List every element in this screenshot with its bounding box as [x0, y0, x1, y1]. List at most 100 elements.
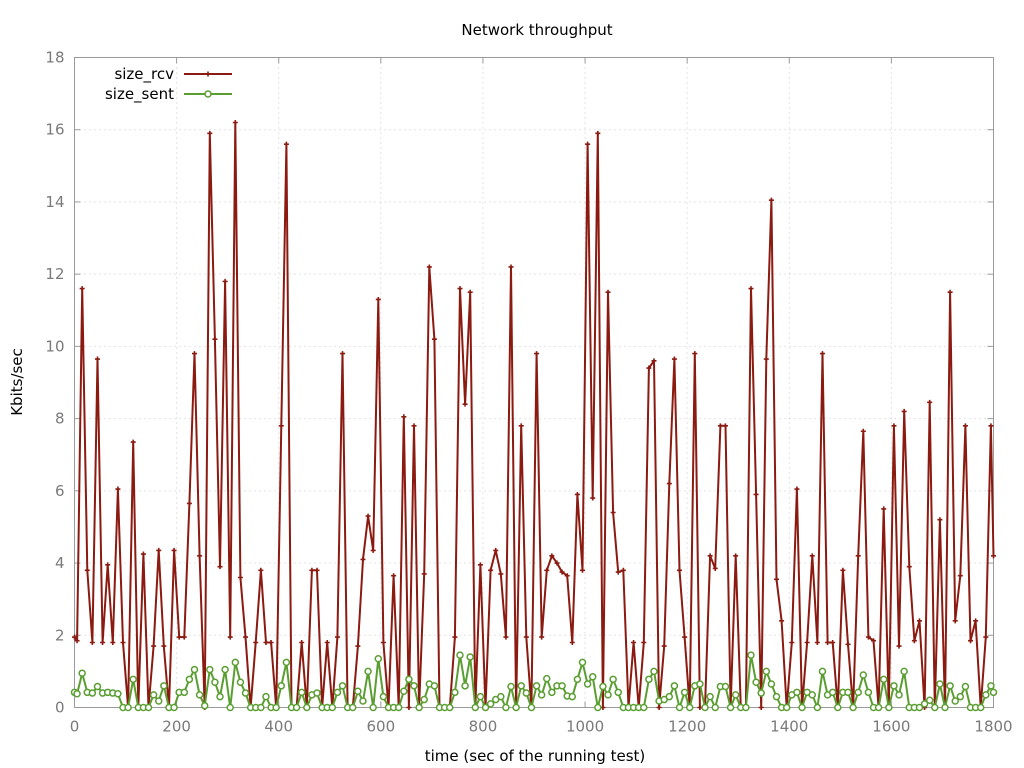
data-point-size-sent	[876, 705, 882, 711]
data-point-size-sent	[294, 705, 300, 711]
data-point-size-sent	[334, 689, 340, 695]
data-point-size-sent	[881, 676, 887, 682]
data-point-size-sent	[518, 683, 524, 689]
data-point-size-sent	[947, 683, 953, 689]
data-point-size-rcv	[748, 286, 753, 291]
data-point-size-sent	[682, 689, 688, 695]
data-point-size-sent	[590, 674, 596, 680]
data-point-size-rcv	[764, 357, 769, 362]
data-point-size-sent	[146, 705, 152, 711]
data-point-size-rcv	[912, 638, 917, 643]
data-point-size-sent	[304, 705, 310, 711]
data-point-size-sent	[207, 667, 213, 673]
data-point-size-rcv	[177, 635, 182, 640]
legend-marker-size-rcv	[206, 72, 211, 77]
data-point-size-rcv	[723, 423, 728, 428]
data-point-size-rcv	[616, 570, 621, 575]
data-point-size-sent	[355, 688, 361, 694]
y-tick-label: 18	[45, 49, 64, 67]
data-point-size-rcv	[366, 514, 371, 519]
data-point-size-sent	[186, 676, 192, 682]
data-point-size-sent	[273, 705, 279, 711]
data-point-size-rcv	[197, 553, 202, 558]
data-point-size-sent	[370, 705, 376, 711]
data-point-size-sent	[677, 705, 683, 711]
data-point-size-sent	[991, 689, 997, 695]
data-point-size-rcv	[258, 568, 263, 573]
data-point-size-sent	[258, 705, 264, 711]
y-tick-label: 12	[45, 265, 64, 283]
data-point-size-sent	[462, 683, 468, 689]
data-point-size-rcv	[85, 568, 90, 573]
data-point-size-rcv	[988, 423, 993, 428]
data-point-size-sent	[181, 689, 187, 695]
data-point-size-sent	[360, 698, 366, 704]
y-tick-label: 8	[55, 410, 65, 428]
data-point-size-sent	[375, 656, 381, 662]
data-point-size-sent	[79, 670, 85, 676]
data-point-size-rcv	[90, 640, 95, 645]
data-point-size-sent	[651, 668, 657, 674]
data-point-size-rcv	[590, 496, 595, 501]
data-point-size-rcv	[381, 640, 386, 645]
data-point-size-rcv	[284, 142, 289, 147]
data-point-size-sent	[962, 684, 968, 690]
data-point-size-rcv	[406, 705, 411, 710]
data-point-size-sent	[932, 705, 938, 711]
series-lines	[72, 120, 997, 711]
data-point-size-sent	[299, 689, 305, 695]
data-point-size-sent	[763, 668, 769, 674]
data-point-size-sent	[329, 705, 335, 711]
data-point-size-rcv	[789, 640, 794, 645]
data-point-size-sent	[94, 684, 100, 690]
data-point-size-rcv	[233, 120, 238, 125]
data-point-size-sent	[237, 679, 243, 685]
data-point-size-rcv	[151, 644, 156, 649]
data-point-size-rcv	[325, 640, 330, 645]
data-point-size-rcv	[161, 644, 166, 649]
data-point-size-rcv	[412, 423, 417, 428]
legend-label-size-rcv: size_rcv	[114, 65, 174, 84]
y-axis-label: Kbits/sec	[8, 348, 26, 416]
data-point-size-sent	[819, 668, 825, 674]
data-point-size-rcv	[815, 640, 820, 645]
data-point-size-sent	[447, 705, 453, 711]
data-point-size-rcv	[391, 573, 396, 578]
data-point-size-rcv	[463, 402, 468, 407]
data-point-size-rcv	[657, 705, 662, 710]
data-point-size-sent	[243, 690, 249, 696]
data-point-size-sent	[799, 705, 805, 711]
data-point-size-sent	[937, 681, 943, 687]
data-point-size-rcv	[80, 286, 85, 291]
data-point-size-sent	[263, 694, 269, 700]
data-point-size-rcv	[335, 635, 340, 640]
data-point-size-rcv	[585, 142, 590, 147]
data-point-size-rcv	[309, 568, 314, 573]
data-point-size-rcv	[570, 640, 575, 645]
x-tick-label: 200	[162, 718, 191, 736]
x-tick-label: 1200	[668, 718, 706, 736]
data-point-size-sent	[702, 705, 708, 711]
data-point-size-sent	[467, 654, 473, 660]
data-point-size-sent	[666, 694, 672, 700]
data-point-size-sent	[523, 690, 529, 696]
data-point-size-sent	[539, 692, 545, 698]
data-point-size-rcv	[692, 351, 697, 356]
data-point-size-rcv	[478, 562, 483, 567]
data-point-size-rcv	[861, 429, 866, 434]
data-point-size-sent	[835, 705, 841, 711]
data-point-size-sent	[191, 667, 197, 673]
data-point-size-rcv	[238, 575, 243, 580]
legend: size_rcv size_sent	[105, 65, 232, 104]
data-point-size-rcv	[611, 510, 616, 515]
y-tick-label: 10	[45, 337, 64, 355]
data-point-size-sent	[794, 689, 800, 695]
data-point-size-rcv	[371, 548, 376, 553]
data-point-size-rcv	[269, 640, 274, 645]
data-point-size-rcv	[621, 568, 626, 573]
data-point-size-sent	[865, 689, 871, 695]
data-point-size-rcv	[779, 618, 784, 623]
data-point-size-sent	[406, 676, 412, 682]
data-point-size-rcv	[948, 290, 953, 295]
data-point-size-sent	[671, 683, 677, 689]
